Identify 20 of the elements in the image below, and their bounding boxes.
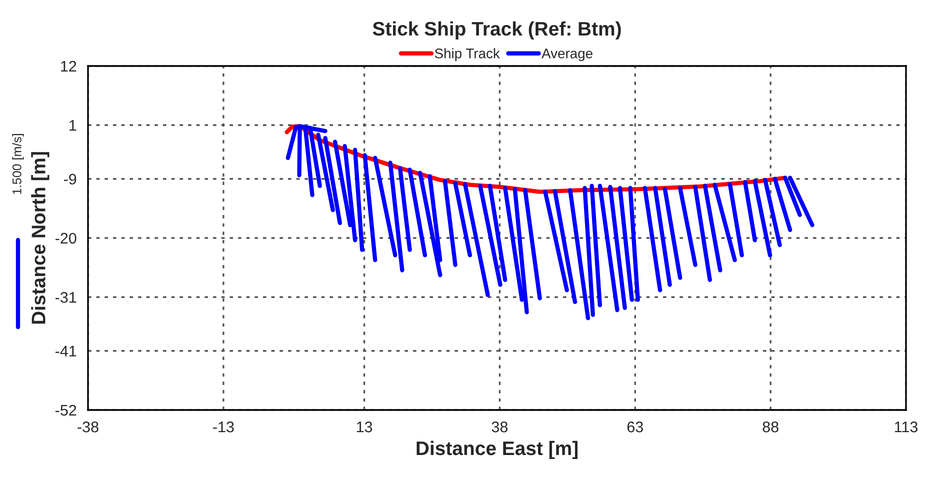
legend-label: Average	[542, 48, 592, 62]
chart-title: Stick Ship Track (Ref: Btm)	[372, 21, 621, 40]
y-tick-label: -20	[55, 232, 76, 244]
y-axis-title: Distance North [m]	[31, 152, 50, 324]
legend-label: Ship Track	[434, 48, 500, 62]
x-tick-label: 63	[627, 422, 643, 432]
x-axis-title: Distance East [m]	[416, 440, 578, 460]
x-tick-label: 88	[762, 422, 778, 432]
y-tick-label: 1	[70, 120, 76, 131]
x-tick-label: 13	[356, 422, 372, 432]
x-tick-label: 113	[894, 422, 918, 432]
x-tick-label: 38	[492, 422, 508, 432]
text: 1.500 [m/s]	[12, 134, 24, 194]
y-tick-label: -31	[55, 292, 76, 303]
x-tick-label: -13	[213, 422, 234, 432]
y-tick-label: 12	[61, 60, 76, 72]
y-tick-label: -9	[64, 174, 76, 185]
x-tick-label: -38	[78, 422, 98, 432]
y-tick-label: -52	[55, 404, 76, 416]
y-tick-label: -41	[55, 346, 76, 356]
